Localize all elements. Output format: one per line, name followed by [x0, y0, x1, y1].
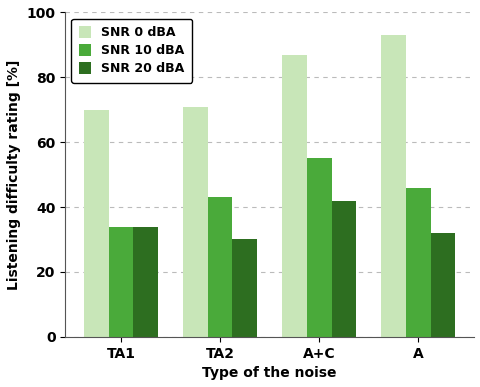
Bar — [108, 226, 133, 337]
Bar — [182, 106, 207, 337]
Bar — [306, 158, 331, 337]
Bar — [405, 188, 430, 337]
Bar — [207, 197, 232, 337]
Legend: SNR 0 dBA, SNR 10 dBA, SNR 20 dBA: SNR 0 dBA, SNR 10 dBA, SNR 20 dBA — [72, 19, 192, 83]
Bar — [380, 35, 405, 337]
Bar — [430, 233, 455, 337]
Y-axis label: Listening difficulty rating [%]: Listening difficulty rating [%] — [7, 60, 21, 290]
Bar — [281, 55, 306, 337]
Bar — [133, 226, 158, 337]
Bar — [232, 240, 257, 337]
X-axis label: Type of the noise: Type of the noise — [202, 366, 336, 380]
Bar — [331, 200, 356, 337]
Bar — [84, 110, 108, 337]
